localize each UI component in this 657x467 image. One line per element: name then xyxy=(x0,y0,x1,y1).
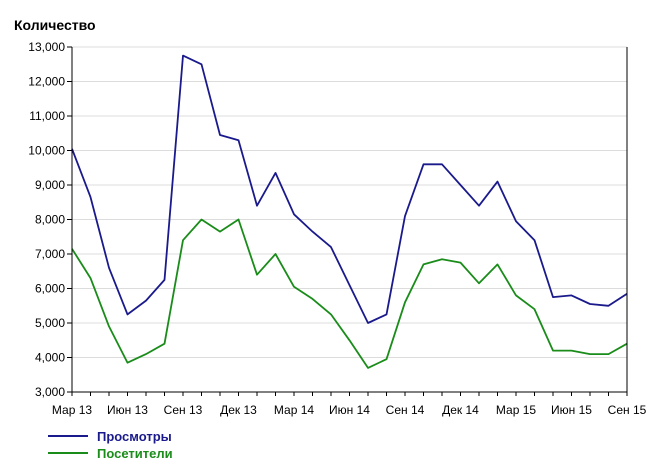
series-line-1 xyxy=(71,54,628,324)
x-tick-label: Сен 15 xyxy=(608,403,647,417)
y-axis-label: Количество xyxy=(14,17,96,33)
x-tick-label: Дек 14 xyxy=(442,403,479,417)
grid-lines xyxy=(72,46,627,393)
x-tick-label: Сен 14 xyxy=(386,403,425,417)
y-tick-label: 6,000 xyxy=(35,282,65,296)
y-tick-label: 7,000 xyxy=(35,247,65,261)
legend-label-2: Посетители xyxy=(97,446,173,461)
y-tick-label: 13,000 xyxy=(28,40,65,54)
x-tick-label: Мар 15 xyxy=(496,403,536,417)
y-tick-label: 10,000 xyxy=(28,144,65,158)
x-tick-label: Мар 14 xyxy=(274,403,314,417)
y-tick-label: 9,000 xyxy=(35,178,65,192)
y-tick-label: 5,000 xyxy=(35,316,65,330)
legend: Просмотры Посетители xyxy=(48,429,173,461)
x-tick-label: Мар 13 xyxy=(52,403,92,417)
series-line-2 xyxy=(71,218,628,369)
y-tick-label: 8,000 xyxy=(35,213,65,227)
y-tick-label: 12,000 xyxy=(28,75,65,89)
x-tick-label: Сен 13 xyxy=(164,403,203,417)
y-tick-label: 4,000 xyxy=(35,351,65,365)
x-tick-label: Июн 13 xyxy=(107,403,148,417)
x-tick-label: Июн 15 xyxy=(551,403,592,417)
legend-label-1: Просмотры xyxy=(97,429,172,444)
x-axis-ticks: Мар 13 Июн 13 Сен 13 Дек 13 Мар 14 Июн 14 Сен … xyxy=(52,392,647,417)
series-lines xyxy=(71,54,628,369)
y-axis-ticks: 3,000 4,000 5,000 6,000 7,000 8,000 9,000 10,00… xyxy=(28,40,72,399)
y-tick-label: 11,000 xyxy=(29,109,65,123)
axes xyxy=(71,47,628,393)
x-tick-label: Дек 13 xyxy=(220,403,257,417)
y-tick-label: 3,000 xyxy=(35,385,65,399)
x-tick-label: Июн 14 xyxy=(329,403,370,417)
